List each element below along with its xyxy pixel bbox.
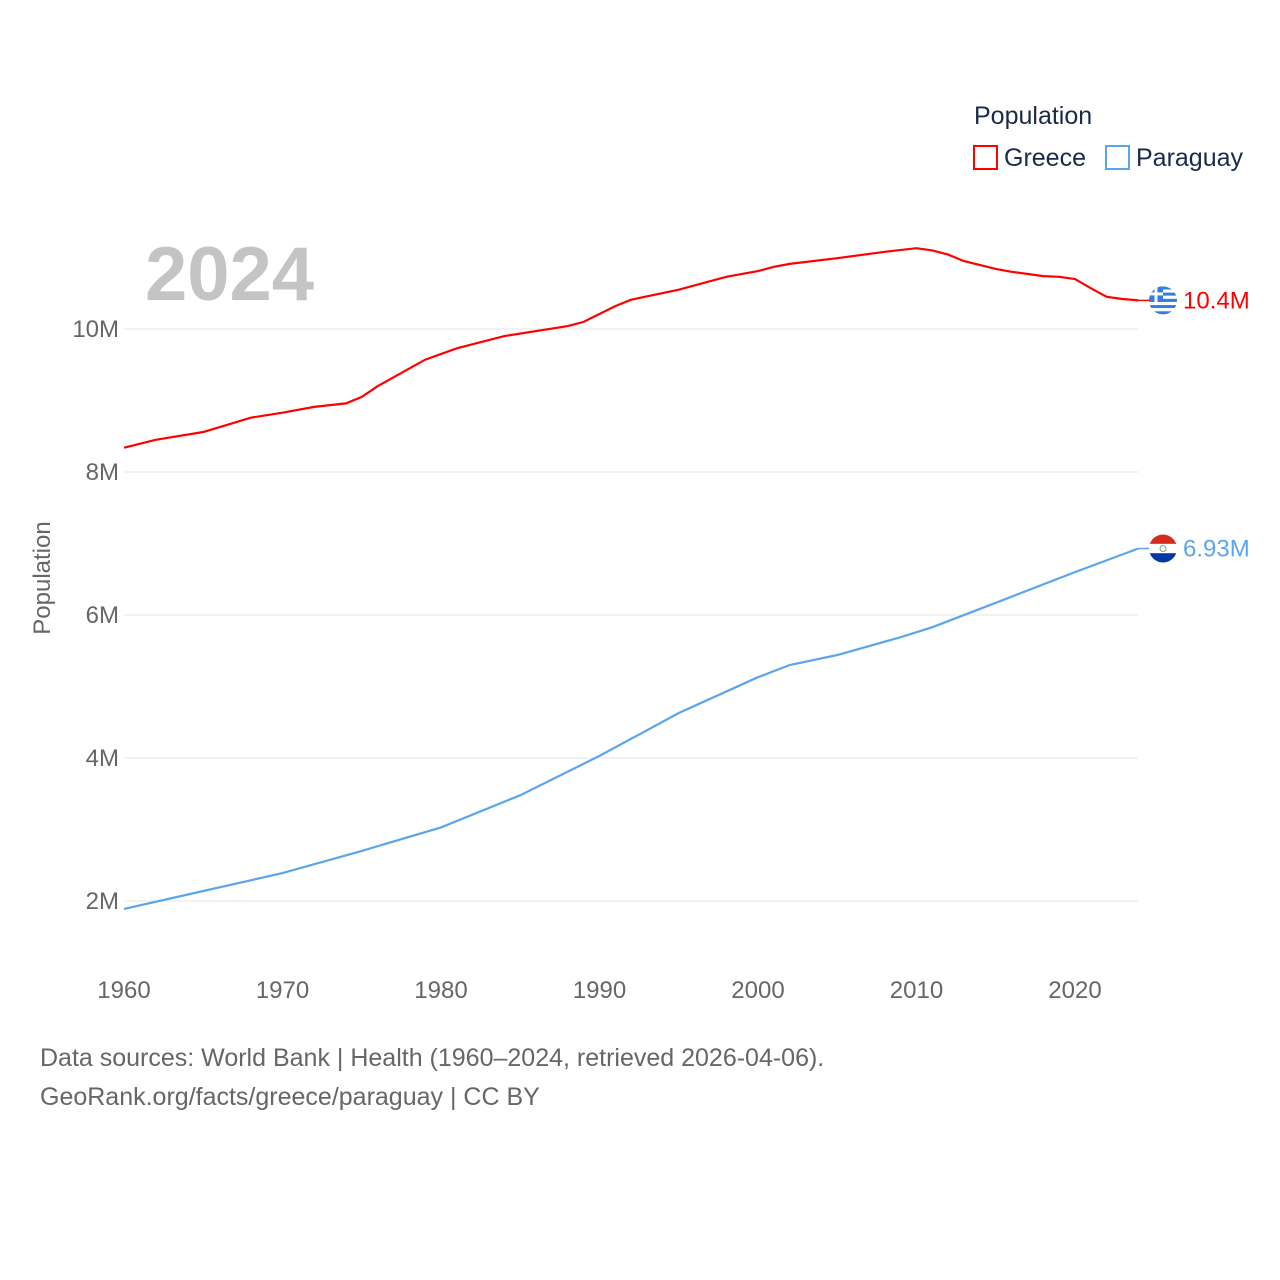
y-axis-label: Population	[29, 521, 56, 634]
end-value-label: 10.4M	[1183, 287, 1250, 314]
legend-title: Population	[974, 102, 1092, 130]
flag-emblem	[1159, 545, 1167, 553]
flag-stripe	[1149, 308, 1177, 312]
x-tick-label: 2010	[890, 977, 943, 1004]
y-tick-label: 8M	[86, 459, 119, 486]
x-tick-label: 1990	[573, 977, 626, 1004]
data-source-note: Data sources: World Bank | Health (1960–…	[40, 1044, 825, 1072]
y-tick-label: 4M	[86, 745, 119, 772]
flag-stripe	[1149, 301, 1177, 306]
flag-cross	[1154, 286, 1158, 302]
x-tick-label: 2020	[1048, 977, 1101, 1004]
x-tick-label: 2000	[731, 977, 784, 1004]
flag-stripe	[1149, 311, 1177, 315]
series-line-paraguay	[123, 547, 1139, 910]
y-tick-label: 6M	[86, 602, 119, 629]
x-tick-label: 1980	[414, 977, 467, 1004]
legend-item-greece: Greece	[1004, 144, 1086, 172]
flag-stripe	[1149, 305, 1177, 309]
y-tick-label: 10M	[72, 316, 119, 343]
x-tick-label: 1970	[256, 977, 309, 1004]
source-link[interactable]: GeoRank.org/facts/greece/paraguay | CC B…	[40, 1083, 540, 1111]
year-label: 2024	[145, 232, 314, 317]
legend-item-paraguay: Paraguay	[1136, 144, 1244, 172]
series-line-greece	[123, 247, 1139, 449]
end-value-label: 6.93M	[1183, 536, 1250, 563]
y-tick-label: 2M	[86, 888, 119, 915]
legend-swatch	[973, 145, 998, 170]
paraguay-flag-icon	[1149, 534, 1177, 544]
flag-stripe	[1149, 553, 1177, 563]
flag-stripe	[1149, 543, 1177, 554]
legend-swatch	[1104, 145, 1130, 170]
x-tick-label: 1960	[97, 977, 150, 1004]
